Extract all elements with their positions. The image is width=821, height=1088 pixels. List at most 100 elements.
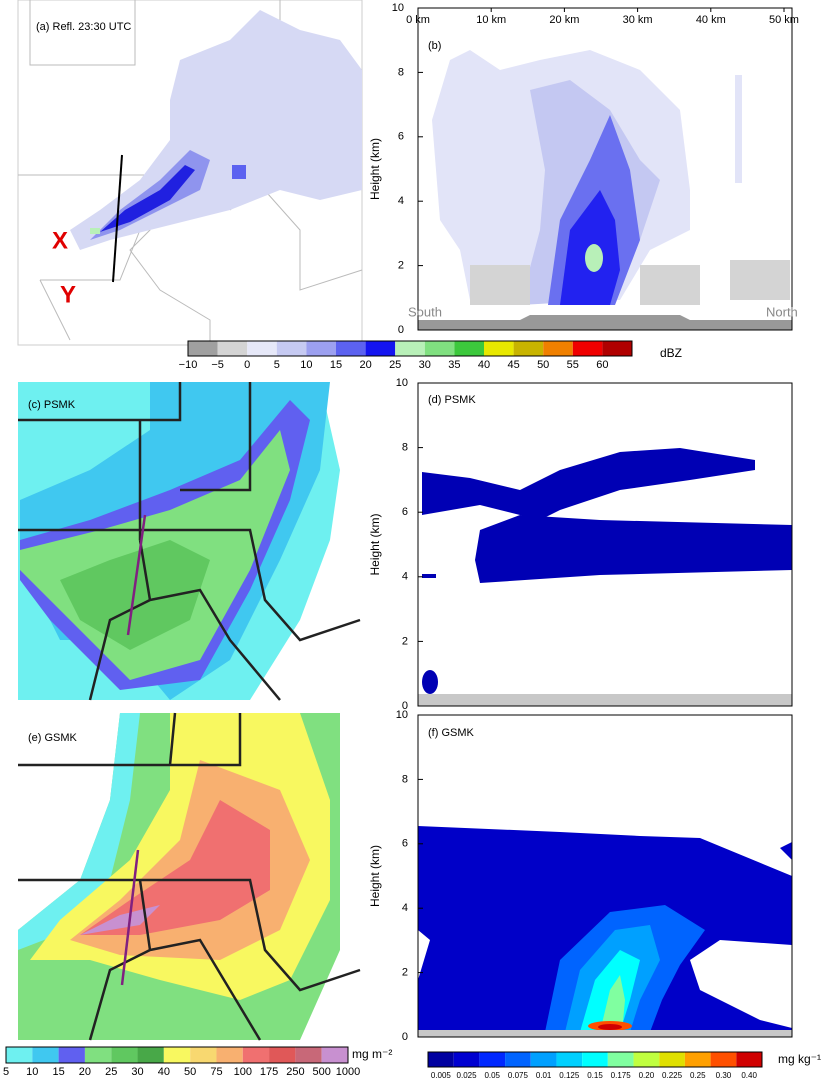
map-e (18, 712, 362, 1041)
colorbar-label: 50 (537, 359, 549, 371)
color-swatch (242, 1047, 270, 1063)
y-axis-title: Height (km) (368, 845, 382, 907)
colorbar-label: 25 (389, 359, 401, 371)
color-swatch (659, 1052, 685, 1067)
colorbar-label: 35 (448, 359, 460, 371)
color-swatch (190, 1047, 217, 1063)
colorbar-label: 15 (52, 1066, 64, 1078)
color-swatch (710, 1052, 737, 1067)
y-tick-label: 4 (398, 195, 404, 207)
panel-label: (f) GSMK (428, 727, 474, 739)
colorbar-label: 75 (210, 1066, 222, 1078)
end-label: South (408, 304, 442, 319)
colorbar-unit: mg m⁻² (352, 1047, 392, 1061)
color-swatch (321, 1047, 348, 1063)
colorbar-label: 20 (79, 1066, 91, 1078)
colorbar-label: 55 (567, 359, 579, 371)
colorbar-label: 0.005 (431, 1071, 452, 1080)
y-tick-label: 10 (392, 2, 404, 14)
y-tick-label: 4 (402, 571, 408, 583)
color-swatch (453, 1052, 480, 1067)
y-tick-label: 2 (402, 967, 408, 979)
colorbar-label: −5 (211, 359, 224, 371)
colorbar-unit: dBZ (660, 346, 682, 360)
color-swatch (336, 341, 366, 356)
color-swatch (454, 341, 484, 356)
y-tick-label: 10 (396, 377, 408, 389)
colorbar-frame (427, 1051, 763, 1068)
color-swatch (736, 1052, 762, 1067)
color-swatch (58, 1047, 85, 1063)
colorbar-label: 60 (596, 359, 608, 371)
panel-label: (b) (428, 40, 441, 52)
point-label: Y (60, 281, 76, 308)
panel-label: (e) GSMK (28, 732, 78, 744)
colorbar-frame (187, 340, 633, 357)
colorbar-label: 30 (419, 359, 431, 371)
y-axis-title: Height (km) (368, 513, 382, 575)
colorbar-label: 0.125 (559, 1071, 580, 1080)
colorbar-label: 20 (359, 359, 371, 371)
colorbar-label: 0.025 (457, 1071, 478, 1080)
y-tick-label: 0 (402, 1031, 408, 1043)
color-swatch (269, 1047, 296, 1063)
color-swatch (607, 1052, 634, 1067)
color-swatch (633, 1052, 660, 1067)
y-tick-label: 6 (402, 838, 408, 850)
colorbar-label: 0.01 (536, 1071, 552, 1080)
colorbar-label: 30 (131, 1066, 143, 1078)
color-swatch (163, 1047, 191, 1063)
color-swatch (582, 1052, 608, 1067)
color-swatch (572, 341, 603, 356)
colorbar-label: 0.225 (662, 1071, 683, 1080)
map-c (18, 382, 362, 701)
colorbar-label: 50 (184, 1066, 196, 1078)
color-swatch (216, 1047, 243, 1063)
section-f (417, 714, 793, 1038)
y-tick-label: 6 (402, 506, 408, 518)
colorbar-label: 0.20 (639, 1071, 655, 1080)
color-swatch (6, 1047, 33, 1063)
y-tick-label: 10 (396, 709, 408, 721)
color-swatch (684, 1052, 711, 1067)
color-swatch (306, 341, 336, 356)
panel-label: (c) PSMK (28, 399, 76, 411)
colorbar-label: 5 (3, 1066, 9, 1078)
color-swatch (111, 1047, 138, 1063)
map-a (17, 0, 363, 346)
colorbar-label: 175 (260, 1066, 278, 1078)
color-swatch (556, 1052, 583, 1067)
color-swatch (247, 341, 277, 356)
color-swatch (365, 341, 396, 356)
colorbar-label: 0.25 (690, 1071, 706, 1080)
color-swatch (428, 1052, 454, 1067)
color-swatch (137, 1047, 164, 1063)
color-swatch (217, 341, 248, 356)
colorbar-label: 15 (330, 359, 342, 371)
x-tick-label: 20 km (549, 14, 579, 26)
x-tick-label: 10 km (476, 14, 506, 26)
colorbar-label: 5 (274, 359, 280, 371)
colorbar-label: 100 (234, 1066, 252, 1078)
colorbar-label: 0.05 (484, 1071, 500, 1080)
colorbar-unit: mg kg⁻¹ (778, 1052, 821, 1066)
y-tick-label: 8 (402, 773, 408, 785)
color-swatch (84, 1047, 112, 1063)
end-label: North (766, 304, 798, 319)
colorbar-label: 10 (300, 359, 312, 371)
colorbar-label: 10 (26, 1066, 38, 1078)
colorbar-label: 40 (478, 359, 490, 371)
color-swatch (395, 341, 425, 356)
colorbar-label: −10 (179, 359, 198, 371)
y-tick-label: 2 (402, 635, 408, 647)
colorbar-label: 40 (158, 1066, 170, 1078)
point-label: X (52, 227, 68, 254)
color-swatch (505, 1052, 531, 1067)
y-tick-label: 0 (398, 324, 404, 336)
color-swatch (295, 1047, 322, 1063)
color-swatch (424, 341, 455, 356)
color-swatch (188, 341, 218, 356)
colorbar-frame (5, 1046, 349, 1064)
